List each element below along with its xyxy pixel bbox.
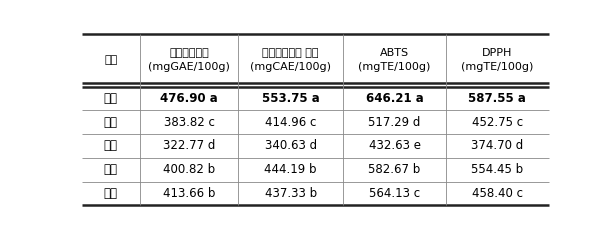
Text: 582.67 b: 582.67 b xyxy=(368,163,421,176)
Text: 들샘: 들샘 xyxy=(104,163,118,176)
Text: (mgCAE/100g): (mgCAE/100g) xyxy=(250,62,331,72)
Text: 폴리페놀함량: 폴리페놀함량 xyxy=(169,48,209,59)
Text: 414.96 c: 414.96 c xyxy=(265,116,316,128)
Text: 374.70 d: 374.70 d xyxy=(471,139,523,152)
Text: 554.45 b: 554.45 b xyxy=(471,163,523,176)
Text: 안유: 안유 xyxy=(104,92,118,105)
Text: 587.55 a: 587.55 a xyxy=(469,92,526,105)
Text: ABTS: ABTS xyxy=(380,48,409,59)
Text: 476.90 a: 476.90 a xyxy=(160,92,218,105)
Text: 400.82 b: 400.82 b xyxy=(163,163,215,176)
Text: 322.77 d: 322.77 d xyxy=(163,139,215,152)
Text: 452.75 c: 452.75 c xyxy=(472,116,523,128)
Text: 437.33 b: 437.33 b xyxy=(264,187,317,200)
Text: 340.63 d: 340.63 d xyxy=(264,139,317,152)
Text: DPPH: DPPH xyxy=(482,48,512,59)
Text: 517.29 d: 517.29 d xyxy=(368,116,421,128)
Text: 553.75 a: 553.75 a xyxy=(262,92,320,105)
Text: 564.13 c: 564.13 c xyxy=(369,187,420,200)
Text: (mgGAE/100g): (mgGAE/100g) xyxy=(148,62,230,72)
Text: 383.82 c: 383.82 c xyxy=(164,116,215,128)
Text: 소담: 소담 xyxy=(104,187,118,200)
Text: 444.19 b: 444.19 b xyxy=(264,163,317,176)
Text: 646.21 a: 646.21 a xyxy=(366,92,424,105)
Text: 413.66 b: 413.66 b xyxy=(163,187,215,200)
Text: 432.63 e: 432.63 e xyxy=(368,139,421,152)
Text: (mgTE/100g): (mgTE/100g) xyxy=(359,62,430,72)
Text: 품종: 품종 xyxy=(104,55,117,65)
Text: 다미: 다미 xyxy=(104,116,118,128)
Text: 458.40 c: 458.40 c xyxy=(472,187,523,200)
Text: 플라보노이드 함량: 플라보노이드 함량 xyxy=(263,48,319,59)
Text: (mgTE/100g): (mgTE/100g) xyxy=(461,62,534,72)
Text: 들향: 들향 xyxy=(104,139,118,152)
